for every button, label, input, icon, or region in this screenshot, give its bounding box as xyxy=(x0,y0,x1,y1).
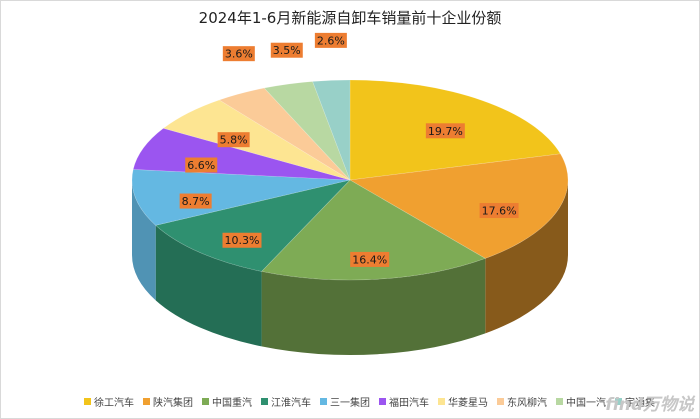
legend-swatch xyxy=(143,398,150,405)
pie-side-5 xyxy=(132,180,156,301)
legend-item-6: 福田汽车 xyxy=(379,394,429,409)
legend-swatch xyxy=(497,398,504,405)
data-label-text: 5.8% xyxy=(220,134,248,147)
data-label-10: 2.6% xyxy=(314,32,347,48)
data-label-8: 3.6% xyxy=(222,46,255,62)
data-label-text: 8.7% xyxy=(182,195,210,208)
data-label-box xyxy=(270,42,303,58)
pie-side-2 xyxy=(485,180,568,334)
watermark-logo: find万物说 xyxy=(605,395,694,415)
data-label-6: 6.6% xyxy=(185,157,218,173)
pie-slice-8 xyxy=(218,87,351,181)
data-label-text: 3.5% xyxy=(273,44,301,57)
legend-label: 江淮汽车 xyxy=(271,398,311,409)
pie-slice-9 xyxy=(263,81,351,181)
legend-label: 福田汽车 xyxy=(389,398,429,409)
data-label-box xyxy=(350,251,390,267)
legend-label: 东风柳汽 xyxy=(507,398,547,409)
data-label-text: 19.7% xyxy=(428,125,463,138)
legend-label: 宇通集 xyxy=(625,398,655,409)
legend-swatch xyxy=(438,398,445,405)
pie-side-3 xyxy=(261,258,486,356)
data-label-text: 3.6% xyxy=(225,48,253,61)
pie-sides xyxy=(132,180,568,356)
data-label-box xyxy=(217,132,250,148)
legend-label: 中国重汽 xyxy=(212,398,252,409)
pie-tops xyxy=(131,79,569,281)
data-label-text: 16.4% xyxy=(352,253,387,266)
legend-swatch xyxy=(202,398,209,405)
chart-title: 2024年1-6月新能源自卸车销量前十企业份额 xyxy=(198,9,502,27)
legend-item-2: 陕汽集团 xyxy=(143,394,193,409)
legend-swatch xyxy=(615,398,622,405)
pie-slice-10 xyxy=(312,79,351,181)
data-label-text: 2.6% xyxy=(317,34,345,47)
data-label-box xyxy=(479,203,519,219)
data-label-box xyxy=(314,32,347,48)
data-label-4: 10.3% xyxy=(222,232,262,248)
legend-swatch xyxy=(556,398,563,405)
data-label-5: 8.7% xyxy=(179,193,212,209)
legend-swatch xyxy=(379,398,386,405)
data-label-box xyxy=(222,46,255,62)
data-label-box xyxy=(179,193,212,209)
pie-slice-2 xyxy=(349,153,569,259)
data-label-2: 17.6% xyxy=(479,203,519,219)
legend-swatch xyxy=(84,398,91,405)
data-label-text: 6.6% xyxy=(187,159,215,172)
legend-item-5: 三一集团 xyxy=(320,394,370,409)
data-label-text: 17.6% xyxy=(482,205,517,218)
data-label-9: 3.5% xyxy=(270,42,303,58)
legend-swatch xyxy=(320,398,327,405)
legend-item-7: 华菱星马 xyxy=(438,394,488,409)
legend-item-10: 宇通集 xyxy=(615,394,655,409)
data-label-3: 16.4% xyxy=(350,251,390,267)
chart-legend: 徐工汽车 陕汽集团 中国重汽 江淮汽车 三一集团 福田汽车 华菱星马 东风柳汽 中国一汽 宇通集 xyxy=(84,394,664,409)
data-label-box xyxy=(222,232,262,248)
pie-side-4 xyxy=(155,225,262,347)
legend-item-4: 江淮汽车 xyxy=(261,394,311,409)
pie-slice-4 xyxy=(155,179,351,272)
legend-label: 华菱星马 xyxy=(448,398,488,409)
legend-item-8: 东风柳汽 xyxy=(497,394,547,409)
legend-swatch xyxy=(261,398,268,405)
data-label-box xyxy=(185,157,218,173)
pie-chart: 19.7% 17.6% 16.4% 10.3% 8.7% 6.6% 5.8% 3.6% 3.5%… xyxy=(131,32,569,356)
pie-slice-7 xyxy=(162,99,351,181)
legend-label: 中国一汽 xyxy=(566,398,606,409)
data-label-text: 10.3% xyxy=(225,234,260,247)
legend-label: 陕汽集团 xyxy=(153,398,193,409)
legend-label: 三一集团 xyxy=(330,398,370,409)
pie-slice-3 xyxy=(260,179,486,281)
data-label-7: 5.8% xyxy=(217,132,250,148)
data-label-box xyxy=(425,123,465,139)
pie-slice-5 xyxy=(131,169,351,226)
legend-label: 徐工汽车 xyxy=(94,398,134,409)
legend-item-9: 中国一汽 xyxy=(556,394,606,409)
legend-item-1: 徐工汽车 xyxy=(84,394,134,409)
data-label-1: 19.7% xyxy=(425,123,465,139)
data-labels: 19.7% 17.6% 16.4% 10.3% 8.7% 6.6% 5.8% 3.6% 3.5%… xyxy=(179,32,519,267)
legend-item-3: 中国重汽 xyxy=(202,394,252,409)
